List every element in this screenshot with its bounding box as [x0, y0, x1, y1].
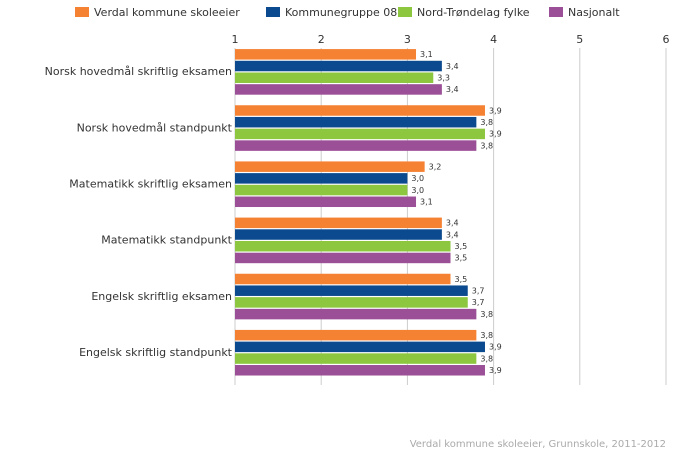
legend-swatch — [75, 7, 89, 17]
value-label: 3,4 — [446, 62, 459, 71]
x-tick-label: 2 — [318, 33, 325, 46]
bar — [235, 217, 442, 229]
bar — [235, 341, 485, 353]
bar — [235, 196, 417, 208]
bar — [235, 229, 442, 240]
value-label: 3,8 — [480, 310, 493, 319]
bar — [235, 105, 485, 116]
value-label: 3,4 — [446, 219, 459, 228]
bar — [235, 365, 485, 376]
category-label: Matematikk standpunkt — [101, 234, 232, 247]
bar — [235, 285, 468, 296]
category-label: Norsk hovedmål standpunkt — [77, 121, 233, 134]
bar — [235, 60, 442, 72]
value-label: 3,4 — [446, 85, 459, 94]
value-label: 3,8 — [480, 331, 493, 340]
bar — [235, 49, 417, 60]
legend-label: Nasjonalt — [568, 6, 620, 19]
bar — [235, 84, 442, 95]
bar — [235, 72, 434, 83]
value-label: 3,1 — [420, 198, 433, 207]
bar — [235, 128, 485, 140]
value-label: 3,9 — [489, 130, 502, 139]
bar — [235, 308, 477, 320]
category-label: Engelsk skriftlig standpunkt — [79, 346, 233, 359]
value-label: 3,4 — [446, 230, 459, 239]
x-tick-label: 1 — [232, 33, 239, 46]
value-label: 3,3 — [437, 73, 450, 82]
value-label: 3,9 — [489, 366, 502, 375]
legend-label: Verdal kommune skoleeier — [94, 6, 240, 19]
bar — [235, 140, 477, 151]
bar — [235, 297, 468, 308]
bar — [235, 116, 477, 128]
bar — [235, 173, 408, 184]
value-label: 3,5 — [455, 275, 468, 284]
legend-swatch — [549, 7, 563, 17]
category-label: Engelsk skriftlig eksamen — [91, 290, 232, 303]
bar — [235, 329, 477, 341]
value-label: 3,2 — [429, 162, 442, 171]
x-tick-label: 5 — [576, 33, 583, 46]
value-label: 3,9 — [489, 343, 502, 352]
value-label: 3,9 — [489, 106, 502, 115]
legend-label: Kommunegruppe 08 — [285, 6, 397, 19]
category-label: Matematikk skriftlig eksamen — [69, 177, 232, 190]
value-label: 3,7 — [472, 286, 485, 295]
value-label: 3,8 — [480, 141, 493, 150]
value-label: 3,0 — [411, 186, 424, 195]
legend-label: Nord-Trøndelag fylke — [417, 6, 530, 19]
category-label: Norsk hovedmål skriftlig eksamen — [45, 65, 232, 78]
x-tick-label: 6 — [663, 33, 670, 46]
value-label: 3,0 — [411, 174, 424, 183]
value-label: 3,1 — [420, 50, 433, 59]
bar — [235, 240, 451, 252]
bar — [235, 353, 477, 364]
bar — [235, 273, 451, 285]
bar — [235, 161, 425, 172]
x-tick-label: 4 — [490, 33, 497, 46]
value-label: 3,5 — [455, 242, 468, 251]
bar — [235, 252, 451, 264]
caption: Verdal kommune skoleeier, Grunnskole, 20… — [410, 439, 666, 450]
x-tick-label: 3 — [404, 33, 411, 46]
value-label: 3,5 — [455, 254, 468, 263]
value-label: 3,7 — [472, 298, 485, 307]
value-label: 3,8 — [480, 118, 493, 127]
legend-swatch — [266, 7, 280, 17]
bar — [235, 184, 408, 196]
legend-swatch — [398, 7, 412, 17]
value-label: 3,8 — [480, 354, 493, 363]
